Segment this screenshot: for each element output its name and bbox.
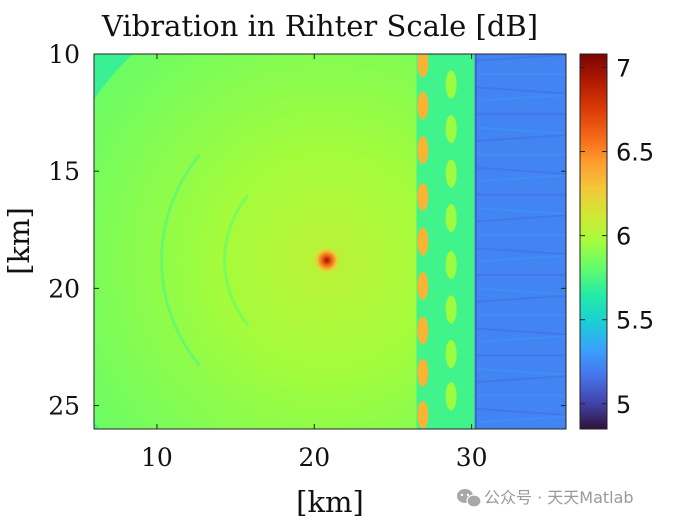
far-field-streak [476, 93, 566, 102]
wechat-icon [457, 489, 482, 508]
colorbar-tick-label: 6 [616, 223, 631, 251]
y-tick-label: 20 [48, 274, 80, 303]
sector-boundary [223, 194, 250, 327]
x-tick-label: 30 [456, 443, 488, 472]
far-field-streak [476, 415, 566, 424]
far-field-streak [476, 334, 566, 343]
hotspot-col1 [417, 358, 429, 387]
hotspot-col2 [445, 70, 457, 99]
x-axis: 10 20 30 [141, 54, 488, 472]
colorbar-tick-label: 7 [616, 54, 631, 82]
heatmap-plot [94, 54, 566, 429]
y-tick-label: 15 [48, 157, 80, 186]
source-peak [312, 246, 342, 275]
far-field-streak [476, 126, 566, 135]
y-axis-label: [km] [2, 207, 36, 275]
hotspot-col2 [445, 295, 457, 324]
far-field-streak [476, 375, 566, 384]
sector-boundary [160, 153, 201, 367]
plot-frame [93, 53, 567, 430]
y-tick-label: 10 [48, 40, 80, 69]
far-field-streak [476, 214, 566, 223]
far-field-streak [476, 247, 566, 256]
chart-title: Vibration in Rihter Scale [dB] [101, 9, 538, 43]
hotspot-col1 [417, 227, 429, 256]
far-field-streak [476, 254, 566, 263]
colorbar-tick-label: 6.5 [616, 139, 654, 167]
colorbar [579, 53, 608, 430]
hotspot-col1 [417, 91, 429, 120]
far-field-streak [476, 166, 566, 175]
far-field-streak [476, 294, 566, 303]
far-field-streak [476, 134, 566, 143]
hotspot-col1 [417, 182, 429, 212]
far-field-streak [476, 367, 566, 376]
hotspot-col2 [445, 250, 457, 279]
hotspot-col2 [445, 382, 457, 411]
y-tick-label: 25 [48, 392, 80, 421]
hotspot-col1 [417, 136, 429, 165]
hotspot-col1 [417, 54, 429, 78]
far-field-streak [476, 54, 566, 62]
watermark-text: 公众号 · 天天Matlab [484, 488, 634, 507]
hotspot-col2 [445, 159, 457, 188]
hotspot-col2 [445, 204, 457, 233]
hotspot-col1 [417, 400, 429, 429]
y-axis: 10 15 20 25 [48, 40, 566, 421]
x-tick-label: 20 [298, 443, 330, 472]
x-axis-label: [km] [296, 485, 364, 519]
colorbar-tick-label: 5.5 [616, 307, 654, 335]
far-field-streak [476, 174, 566, 183]
hotspot-col2 [445, 114, 457, 144]
far-field-streak [476, 207, 566, 216]
far-field-streak [476, 287, 566, 296]
watermark: 公众号 · 天天Matlab [457, 488, 634, 508]
hotspot-col1 [417, 271, 429, 301]
hotspot-col1 [417, 316, 429, 345]
hotspot-col2 [445, 339, 457, 369]
far-field-streak [476, 327, 566, 336]
x-tick-label: 10 [141, 443, 173, 472]
far-field-streak [476, 407, 566, 416]
far-field-streak [476, 86, 566, 95]
colorbar-ticks: 5 5.5 6 6.5 7 [580, 54, 654, 419]
colorbar-tick-label: 5 [616, 391, 631, 419]
far-field [474, 54, 566, 429]
